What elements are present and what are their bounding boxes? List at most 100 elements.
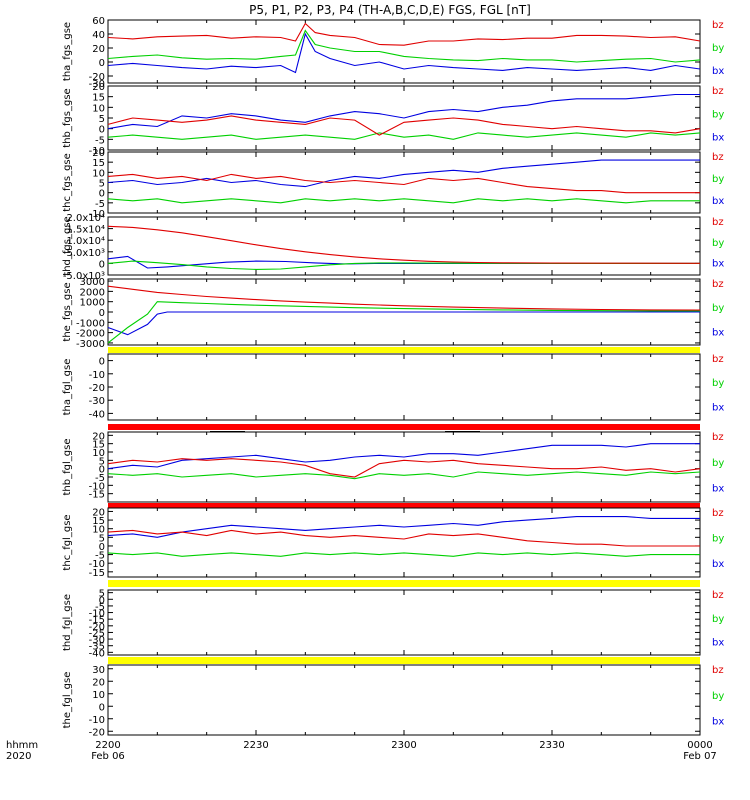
y-tick-label: 0 <box>99 702 105 713</box>
y-tick-label: -2000 <box>76 329 105 340</box>
y-axis-label: thc_fgl_gse <box>62 514 73 570</box>
legend-bz: bz <box>712 279 724 290</box>
y-tick-label: 5 <box>99 456 105 467</box>
x-tick-label: 2330 <box>539 740 564 751</box>
legend-by: by <box>712 238 724 249</box>
y-tick-label: -30 <box>89 396 105 407</box>
legend-bx: bx <box>712 638 724 649</box>
y-axis-label: thb_fgl_gse <box>62 439 73 496</box>
legend-bz: bz <box>712 354 724 365</box>
y-tick-label: -20 <box>89 383 105 394</box>
y-tick-label: 0 <box>99 595 105 606</box>
y-tick-label: 0 <box>99 308 105 319</box>
legend-by: by <box>712 43 724 54</box>
x-tick-label: 2300 <box>391 740 416 751</box>
date-label-end: Feb 07 <box>683 751 717 762</box>
y-axis-label: the_fgl_gse <box>62 672 73 729</box>
y-tick-label: 2000 <box>80 287 105 298</box>
y-tick-label: -30 <box>89 635 105 646</box>
series-bz <box>107 458 701 478</box>
y-tick-label: -40 <box>89 648 105 659</box>
series-bx <box>107 93 700 130</box>
x-tick-label: 2200 <box>95 740 120 751</box>
legend-bz: bz <box>712 590 724 601</box>
y-tick-label: 1.0x10⁴ <box>66 236 105 247</box>
panel-thd_fgl_gse: 50-5-10-15-20-25-30-35-40 thd_fgl_gse bz by… <box>62 580 724 659</box>
legend-bz: bz <box>712 152 724 163</box>
y-axis-label: thd_fgs_gse <box>62 216 73 275</box>
panel-frame <box>107 151 701 214</box>
y-tick-label: -35 <box>89 642 105 653</box>
y-tick-label: 0 <box>99 259 105 270</box>
series-by <box>107 132 701 140</box>
y-tick-label: 40 <box>92 30 105 41</box>
y-tick-label: 3000 <box>80 277 105 288</box>
y-tick-label: -30 <box>89 79 105 90</box>
y-tick-label: -15 <box>89 490 105 501</box>
y-tick-label: 20 <box>92 44 105 55</box>
legend-bx: bx <box>712 717 724 728</box>
panel-frame <box>107 664 701 736</box>
corner-label-year: 2020 <box>6 751 31 762</box>
y-tick-label: -10 <box>89 481 105 492</box>
legend-by: by <box>712 533 724 544</box>
y-tick-label: 60 <box>92 16 105 27</box>
panel-frame <box>107 353 701 421</box>
y-tick-label: 10 <box>92 103 105 114</box>
legend-bz: bz <box>712 508 724 519</box>
y-tick-label: 20 <box>92 677 105 688</box>
legend-bz: bz <box>712 665 724 676</box>
y-tick-label: 10 <box>92 168 105 179</box>
y-tick-label: -10 <box>89 609 105 620</box>
y-tick-label: -15 <box>89 568 105 579</box>
legend-by: by <box>712 378 724 389</box>
y-tick-label: -3000 <box>76 339 105 350</box>
y-tick-label: 5 <box>99 533 105 544</box>
y-tick-label: 10 <box>92 448 105 459</box>
status-bar <box>108 580 700 587</box>
legend-by: by <box>712 458 724 469</box>
legend-bx: bx <box>712 402 724 413</box>
corner-label-hhmm: hhmm <box>6 740 38 751</box>
legend-bx: bx <box>712 327 724 338</box>
y-tick-label: -15 <box>89 615 105 626</box>
series-bz <box>107 225 701 264</box>
series-bx <box>107 311 700 336</box>
panel-tha_fgs_gse: 60 40 20 0 -20-30 tha_fgs_gse bz by bx <box>62 16 724 90</box>
series-by <box>107 552 700 557</box>
legend-bz: bz <box>712 20 724 31</box>
y-tick-label: 1000 <box>80 298 105 309</box>
legend-bx: bx <box>712 559 724 570</box>
legend-by: by <box>712 614 724 625</box>
series-bx <box>107 32 701 74</box>
series-bx <box>107 159 700 188</box>
series-bz <box>107 529 700 547</box>
series-by <box>107 29 701 63</box>
y-tick-label: 30 <box>92 665 105 676</box>
legend-bx: bx <box>712 196 724 207</box>
y-tick-label: 1.5x10⁴ <box>66 225 105 236</box>
panel-frame <box>107 431 701 503</box>
y-tick-label: -10 <box>89 559 105 570</box>
y-tick-label: -20 <box>89 72 105 83</box>
y-tick-label: -10 <box>89 209 105 220</box>
series-bx <box>107 516 700 538</box>
series-by <box>107 301 701 344</box>
legend-by: by <box>712 691 724 702</box>
chart-title: P5, P1, P2, P3, P4 (TH-A,B,C,D,E) FGS, F… <box>249 3 531 17</box>
y-tick-label: 20 <box>92 82 105 93</box>
y-tick-label: 0 <box>99 58 105 69</box>
legend-by: by <box>712 174 724 185</box>
legend-bx: bx <box>712 484 724 495</box>
y-axis-label: thb_fgs_gse <box>62 88 73 147</box>
y-tick-label: -10 <box>89 146 105 157</box>
series-bx <box>107 443 700 470</box>
legend-bx: bx <box>712 259 724 270</box>
x-tick-label: 0000 <box>687 740 712 751</box>
